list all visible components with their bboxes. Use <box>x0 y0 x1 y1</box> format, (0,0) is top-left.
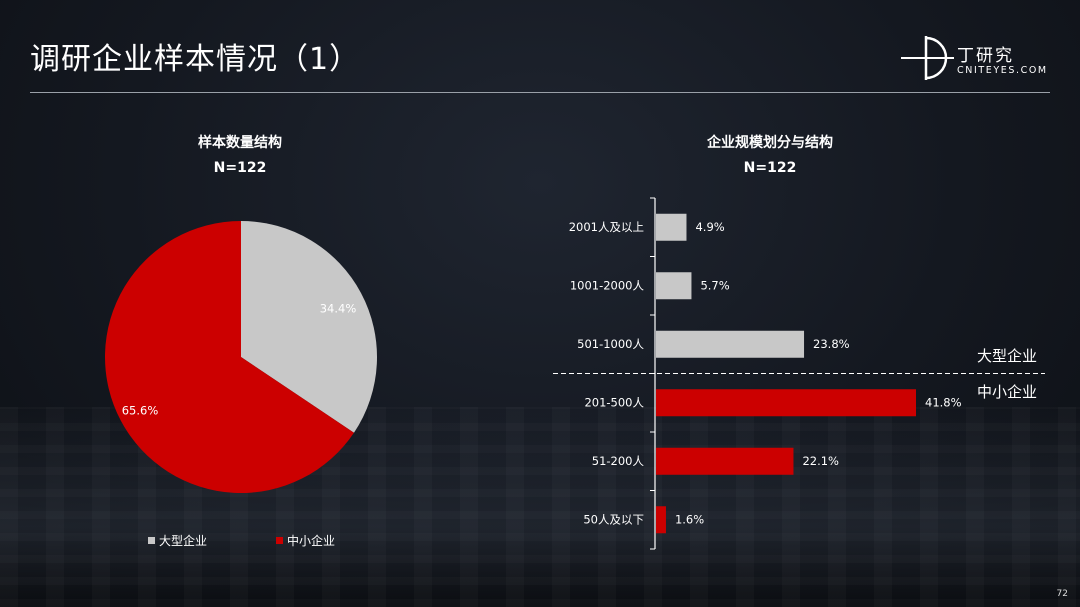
bar-1 <box>656 272 692 300</box>
bar-chart-title: 企业规模划分与结构 <box>707 135 833 151</box>
pie-chart-subtitle: N=122 <box>213 160 267 176</box>
legend-item-small: 中小企业 <box>276 532 335 549</box>
bar-value-label: 5.7% <box>700 278 729 292</box>
pie-chart-title: 样本数量结构 <box>198 135 282 151</box>
legend-label-large: 大型企业 <box>159 534 208 548</box>
pie-label-large: 34.4% <box>320 302 357 316</box>
page-number: 72 <box>1056 589 1068 599</box>
bar-category-label: 1001-2000人 <box>570 278 645 292</box>
bar-value-label: 4.9% <box>695 220 724 234</box>
page-title: 调研企业样本情况（1） <box>30 42 361 77</box>
logo-name: 丁研究 <box>957 46 1014 66</box>
group-label-large: 大型企业 <box>977 347 1037 365</box>
logo-url: CNITEYES.COM <box>957 65 1048 76</box>
background-cityscape <box>0 407 1080 607</box>
legend-swatch-small <box>276 537 283 544</box>
legend-swatch-large <box>148 537 155 544</box>
group-label-small: 中小企业 <box>977 383 1037 401</box>
bar-category-label: 2001人及以上 <box>569 220 644 234</box>
bar-category-label: 501-1000人 <box>577 337 644 351</box>
pie-chart-heading: 样本数量结构 N=122 <box>140 131 340 181</box>
logo: 丁研究 CNITEYES.COM <box>900 30 1060 86</box>
logo-mark-icon <box>901 36 954 80</box>
pie-slice-large <box>241 221 377 433</box>
bar-value-label: 23.8% <box>813 337 850 351</box>
bar-2 <box>656 330 805 358</box>
bar-chart-heading: 企业规模划分与结构 N=122 <box>670 131 870 181</box>
legend-label-small: 中小企业 <box>287 534 336 548</box>
title-divider <box>30 92 1050 93</box>
bar-0 <box>656 213 687 241</box>
bar-chart-subtitle: N=122 <box>743 160 797 176</box>
legend-item-large: 大型企业 <box>148 532 207 549</box>
